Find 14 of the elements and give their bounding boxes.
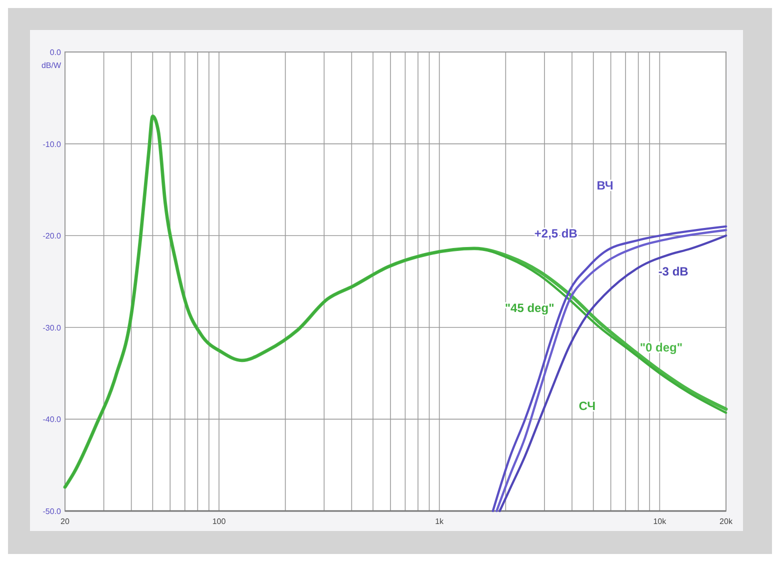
x-tick-label: 20k bbox=[720, 517, 734, 526]
y-tick-label: 0.0 bbox=[50, 48, 62, 57]
y-axis-title: dB/W bbox=[41, 61, 62, 70]
series-label: "45 deg" bbox=[504, 300, 554, 315]
y-tick-label: -50.0 bbox=[42, 507, 62, 516]
y-tick-label: -20.0 bbox=[42, 232, 62, 241]
x-tick-label: 1k bbox=[435, 517, 445, 526]
y-tick-label: -40.0 bbox=[42, 415, 62, 424]
y-tick-label: -10.0 bbox=[42, 140, 62, 149]
annotation: СЧ bbox=[578, 399, 596, 414]
x-tick-label: 100 bbox=[212, 517, 226, 526]
x-tick-label: 20 bbox=[60, 517, 70, 526]
y-tick-label: -30.0 bbox=[42, 323, 62, 332]
x-tick-label: 10k bbox=[653, 517, 668, 526]
